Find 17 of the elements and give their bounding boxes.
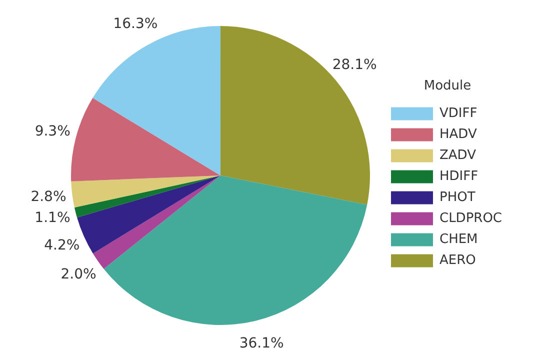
legend-label: HADV xyxy=(439,127,477,142)
legend-label: VDIFF xyxy=(439,106,478,122)
legend-label: AERO xyxy=(439,253,476,268)
legend-label: HDIFF xyxy=(439,169,478,184)
data-label: 36.1% xyxy=(239,336,284,352)
legend-label: ZADV xyxy=(439,148,476,164)
data-label: 16.3% xyxy=(113,16,158,32)
legend-label: CLDPROC xyxy=(439,211,502,226)
legend-title: Module xyxy=(424,78,472,94)
data-label: 1.1% xyxy=(34,210,70,226)
legend-label: CHEM xyxy=(439,232,478,248)
data-label: 2.0% xyxy=(60,266,96,283)
legend-label: PHOT xyxy=(439,190,476,206)
data-label: 2.8% xyxy=(30,189,66,206)
data-label: 9.3% xyxy=(34,124,70,140)
data-label: 4.2% xyxy=(44,237,80,254)
data-label: 28.1% xyxy=(332,57,377,74)
